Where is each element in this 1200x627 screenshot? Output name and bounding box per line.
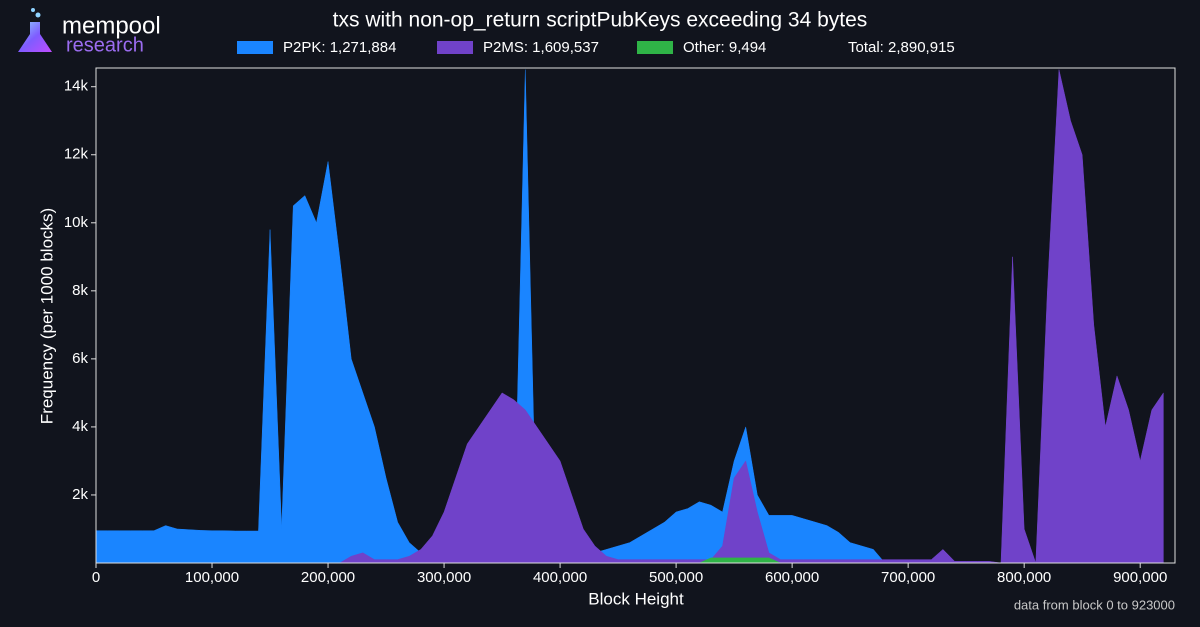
y-tick-label: 6k xyxy=(72,350,88,367)
y-tick-label: 4k xyxy=(72,418,88,435)
x-tick-label: 700,000 xyxy=(881,569,935,586)
x-axis-label: Block Height xyxy=(588,589,684,608)
y-tick-label: 10k xyxy=(64,214,89,231)
logo-bubble xyxy=(35,12,41,18)
y-tick-label: 14k xyxy=(64,78,89,95)
x-tick-label: 0 xyxy=(92,569,100,586)
legend-label: P2MS: 1,609,537 xyxy=(483,39,599,56)
brand-sub: research xyxy=(66,34,144,56)
x-tick-label: 200,000 xyxy=(301,569,355,586)
legend-label: Other: 9,494 xyxy=(683,39,766,56)
legend-swatch xyxy=(637,41,673,54)
y-tick-label: 8k xyxy=(72,282,88,299)
logo-bubble xyxy=(31,8,35,12)
y-axis-label: Frequency (per 1000 blocks) xyxy=(37,208,56,424)
x-tick-label: 900,000 xyxy=(1113,569,1167,586)
legend-swatch xyxy=(237,41,273,54)
legend-label: P2PK: 1,271,884 xyxy=(283,39,396,56)
brand-name: mempool xyxy=(62,12,161,39)
y-tick-label: 2k xyxy=(72,486,88,503)
x-tick-label: 600,000 xyxy=(765,569,819,586)
footer-note: data from block 0 to 923000 xyxy=(1014,597,1175,612)
logo-flask xyxy=(18,22,52,52)
plot-frame xyxy=(95,67,1176,564)
logo: mempool research xyxy=(18,8,161,56)
x-tick-label: 100,000 xyxy=(185,569,239,586)
x-tick-label: 300,000 xyxy=(417,569,471,586)
total-label: Total: 2,890,915 xyxy=(848,39,955,56)
x-tick-label: 500,000 xyxy=(649,569,703,586)
y-tick-label: 12k xyxy=(64,146,89,163)
chart-title: txs with non-op_return scriptPubKeys exc… xyxy=(333,9,868,32)
x-tick-label: 400,000 xyxy=(533,569,587,586)
legend-swatch xyxy=(437,41,473,54)
x-tick-label: 800,000 xyxy=(997,569,1051,586)
